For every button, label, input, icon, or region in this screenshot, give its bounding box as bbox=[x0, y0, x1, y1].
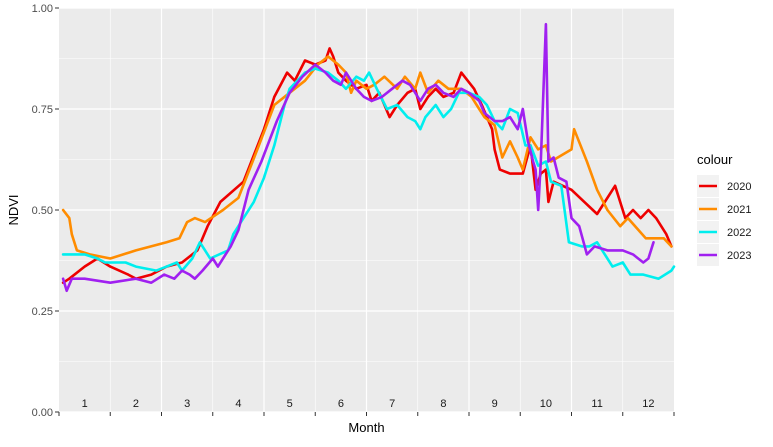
month-label: 5 bbox=[287, 398, 293, 410]
x-axis-title: Month bbox=[348, 420, 384, 435]
month-label: 4 bbox=[235, 398, 241, 410]
series-line-2022 bbox=[61, 67, 676, 280]
month-label: 1 bbox=[82, 398, 88, 410]
series-lines bbox=[61, 22, 676, 293]
legend-label-2023: 2023 bbox=[727, 250, 751, 262]
month-labels: 1 2 3 4 5 6 7 8 9 10 11 12 bbox=[82, 398, 655, 410]
series-line-2023 bbox=[61, 22, 655, 293]
y-tick-label: 0.50 bbox=[32, 205, 53, 217]
month-label: 12 bbox=[642, 398, 654, 410]
legend-title: colour bbox=[697, 152, 733, 167]
y-tick-label: 0.75 bbox=[32, 104, 53, 116]
month-label: 10 bbox=[540, 398, 552, 410]
month-label: 11 bbox=[591, 398, 602, 410]
y-axis-title: NDVI bbox=[6, 194, 21, 225]
month-label: 3 bbox=[184, 398, 190, 410]
month-label: 8 bbox=[440, 398, 446, 410]
legend-label-2021: 2021 bbox=[727, 204, 751, 216]
series-line-2021 bbox=[61, 55, 673, 260]
legend: colour 2020 2021 2022 2023 bbox=[697, 152, 751, 266]
month-label: 9 bbox=[492, 398, 498, 410]
axes: 0.00 0.25 0.50 0.75 1.00 bbox=[32, 3, 675, 419]
grid-lines bbox=[59, 7, 674, 413]
legend-label-2020: 2020 bbox=[727, 181, 751, 193]
y-tick-label: 0.00 bbox=[32, 407, 53, 419]
month-label: 6 bbox=[338, 398, 344, 410]
legend-label-2022: 2022 bbox=[727, 227, 751, 239]
y-tick-label: 1.00 bbox=[32, 3, 53, 15]
month-label: 7 bbox=[389, 398, 395, 410]
month-label: 2 bbox=[133, 398, 139, 410]
y-tick-label: 0.25 bbox=[32, 306, 53, 318]
